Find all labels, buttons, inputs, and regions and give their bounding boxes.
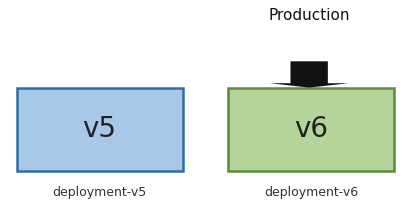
Polygon shape — [270, 61, 349, 88]
Text: v6: v6 — [294, 115, 328, 143]
Text: v5: v5 — [83, 115, 117, 143]
Bar — [228, 88, 394, 171]
Text: deployment-v6: deployment-v6 — [264, 186, 358, 199]
Bar — [17, 88, 183, 171]
Text: deployment-v5: deployment-v5 — [52, 186, 147, 199]
Text: Production: Production — [269, 8, 350, 23]
